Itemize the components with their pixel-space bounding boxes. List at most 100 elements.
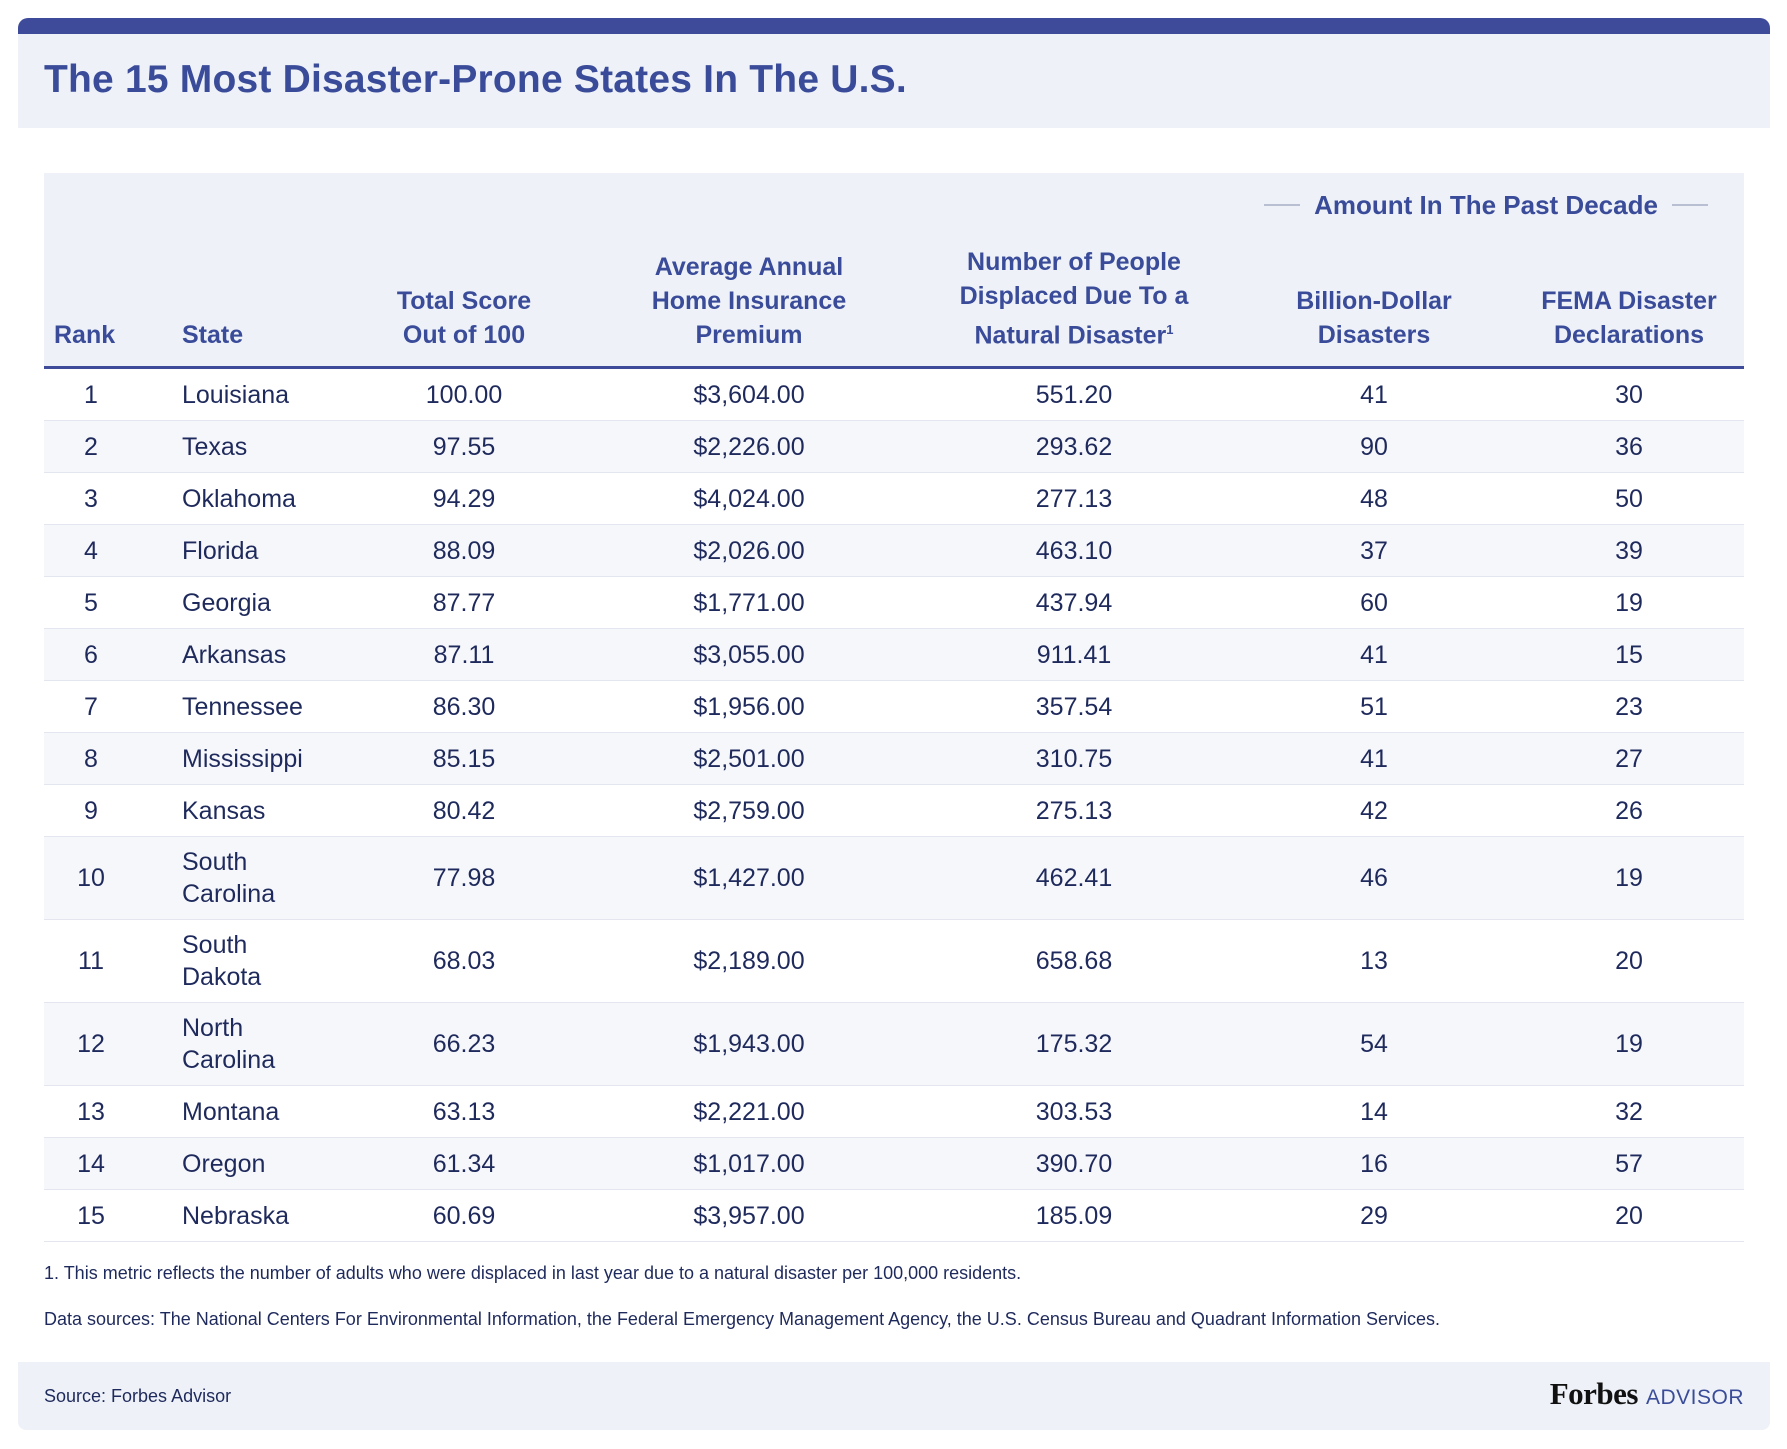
table-row: 1 Louisiana 100.00 $3,604.00 551.20 41 30 xyxy=(44,369,1744,421)
group-header-label: Amount In The Past Decade xyxy=(1314,189,1658,220)
header-score-line: Out of 100 xyxy=(402,321,526,349)
cell-premium: $1,943.00 xyxy=(693,1030,805,1058)
cell-billion: 16 xyxy=(1360,1149,1388,1178)
cell-billion: 51 xyxy=(1360,692,1388,721)
header-score-line: Total Score xyxy=(396,287,532,315)
group-header-rule-left xyxy=(1264,204,1301,206)
cell-rank: 4 xyxy=(84,536,98,565)
cell-state: Arkansas xyxy=(182,639,362,671)
table-row: 8 Mississippi 85.15 $2,501.00 310.75 41 27 xyxy=(44,733,1744,785)
table-row: 5 Georgia 87.77 $1,771.00 437.94 60 19 xyxy=(44,577,1744,629)
cell-score: 63.13 xyxy=(432,1097,496,1126)
cell-score: 97.55 xyxy=(432,432,496,461)
cell-fema: 23 xyxy=(1615,692,1643,721)
cell-rank: 11 xyxy=(78,947,104,975)
source-label: Source: Forbes Advisor xyxy=(44,1386,232,1406)
header-billion-line: Disasters xyxy=(1317,321,1431,349)
cell-state: North Carolina xyxy=(182,1012,362,1076)
cell-state: Louisiana xyxy=(182,379,362,411)
data-table: Amount In The Past Decade Rank State Tot… xyxy=(44,173,1744,1242)
source-bar: Source: Forbes Advisor Forbes ADVISOR xyxy=(18,1362,1770,1430)
cell-displaced: 551.20 xyxy=(1035,380,1113,409)
header-state-line: State xyxy=(182,321,244,349)
logo-advisor: ADVISOR xyxy=(1645,1386,1744,1409)
header-premium-line: Home Insurance xyxy=(651,287,847,315)
cell-displaced: 310.75 xyxy=(1035,744,1113,773)
header-score: Total Score Out of 100 xyxy=(364,284,564,352)
cell-billion: 54 xyxy=(1360,1030,1388,1058)
state-name-line: South xyxy=(182,848,248,876)
state-name-line: Oregon xyxy=(182,1149,266,1178)
footnote-marker: 1 xyxy=(1166,321,1174,337)
table-row: 4 Florida 88.09 $2,026.00 463.10 37 39 xyxy=(44,525,1744,577)
cell-fema: 19 xyxy=(1615,1030,1643,1058)
cell-billion: 48 xyxy=(1360,484,1388,513)
cell-fema: 19 xyxy=(1615,588,1643,617)
cell-state: South Carolina xyxy=(182,846,362,910)
cell-displaced: 911.41 xyxy=(1036,640,1112,669)
cell-state: South Dakota xyxy=(182,929,362,993)
header-billion-line: Billion-Dollar xyxy=(1296,287,1452,315)
header-rank: Rank xyxy=(54,318,144,352)
state-name-line: Louisiana xyxy=(182,380,290,409)
cell-fema: 39 xyxy=(1615,536,1643,565)
group-header-rule-right xyxy=(1671,204,1708,206)
cell-premium: $3,055.00 xyxy=(693,640,805,669)
cell-premium: $1,771.00 xyxy=(693,588,805,617)
cell-score: 87.77 xyxy=(432,588,496,617)
table-row: 6 Arkansas 87.11 $3,055.00 911.41 41 15 xyxy=(44,629,1744,681)
cell-score: 100.00 xyxy=(425,380,503,409)
state-name-line: Nebraska xyxy=(182,1201,289,1230)
page-title: The 15 Most Disaster-Prone States In The… xyxy=(44,58,907,101)
cell-score: 60.69 xyxy=(432,1201,496,1230)
cell-score: 77.98 xyxy=(432,864,496,892)
cell-rank: 9 xyxy=(84,796,98,825)
cell-premium: $3,957.00 xyxy=(693,1201,805,1230)
cell-billion: 14 xyxy=(1360,1097,1388,1126)
cell-premium: $2,226.00 xyxy=(693,432,805,461)
state-name-line: Kansas xyxy=(182,796,266,825)
cell-premium: $2,221.00 xyxy=(693,1097,805,1126)
cell-fema: 32 xyxy=(1615,1097,1643,1126)
cell-rank: 10 xyxy=(77,864,105,892)
cell-rank: 8 xyxy=(84,744,98,773)
cell-fema: 50 xyxy=(1615,484,1643,513)
table-row: 9 Kansas 80.42 $2,759.00 275.13 42 26 xyxy=(44,785,1744,837)
cell-billion: 41 xyxy=(1360,380,1388,409)
cell-score: 85.15 xyxy=(432,744,496,773)
cell-state: Texas xyxy=(182,431,362,463)
cell-displaced: 293.62 xyxy=(1035,432,1113,461)
cell-displaced: 357.54 xyxy=(1035,692,1113,721)
cell-displaced: 658.68 xyxy=(1035,947,1113,975)
cell-state: Mississippi xyxy=(182,743,362,775)
cell-fema: 27 xyxy=(1615,744,1643,773)
cell-premium: $1,017.00 xyxy=(693,1149,805,1178)
cell-billion: 13 xyxy=(1360,947,1388,975)
footnote-sources: Data sources: The National Centers For E… xyxy=(44,1309,1441,1329)
cell-billion: 41 xyxy=(1360,744,1388,773)
cell-displaced: 175.32 xyxy=(1035,1030,1113,1058)
logo-forbes: Forbes xyxy=(1549,1376,1639,1411)
header-state: State xyxy=(182,318,362,352)
state-name-line: South xyxy=(182,931,248,959)
cell-score: 87.11 xyxy=(433,640,495,669)
cell-premium: $1,427.00 xyxy=(693,864,805,892)
cell-premium: $3,604.00 xyxy=(693,380,805,409)
cell-premium: $2,189.00 xyxy=(693,947,805,975)
header-fema: FEMA Disaster Declarations xyxy=(1514,284,1744,352)
cell-state: Georgia xyxy=(182,587,362,619)
cell-billion: 46 xyxy=(1360,864,1388,892)
cell-rank: 2 xyxy=(84,432,98,461)
state-name-line: Dakota xyxy=(182,963,262,991)
cell-billion: 42 xyxy=(1360,796,1388,825)
cell-score: 80.42 xyxy=(432,796,496,825)
forbes-advisor-logo: Forbes ADVISOR xyxy=(1550,1376,1744,1412)
cell-fema: 15 xyxy=(1615,640,1643,669)
cell-premium: $2,026.00 xyxy=(693,536,805,565)
state-name-line: Mississippi xyxy=(182,744,303,773)
header-displaced-line: Number of People xyxy=(967,247,1181,276)
top-accent-bar xyxy=(18,18,1770,34)
state-name-line: Carolina xyxy=(182,1046,276,1074)
cell-score: 94.29 xyxy=(432,484,496,513)
state-name-line: Carolina xyxy=(182,880,276,908)
